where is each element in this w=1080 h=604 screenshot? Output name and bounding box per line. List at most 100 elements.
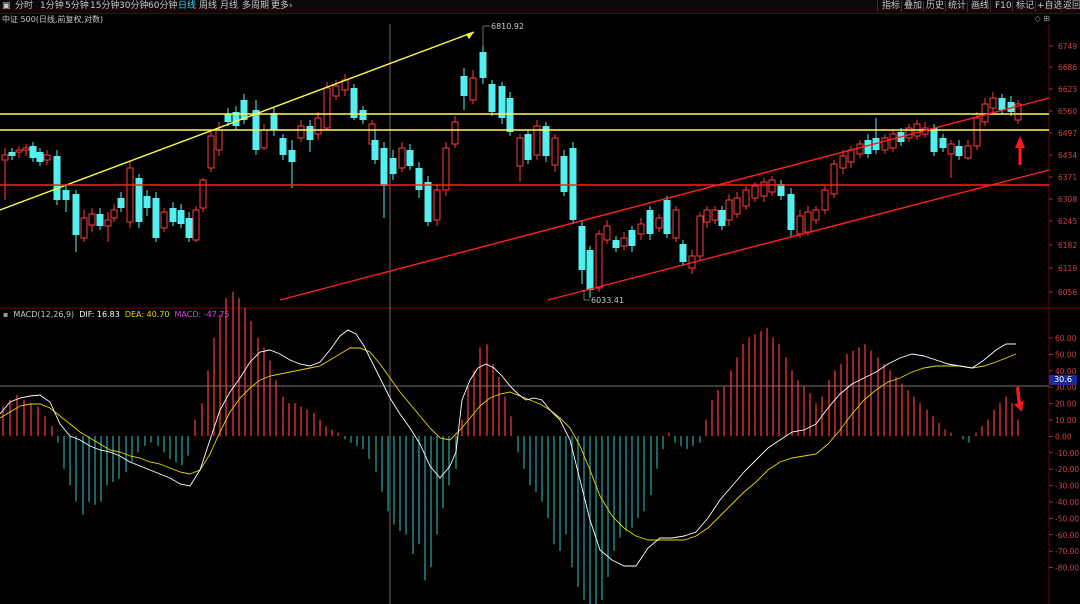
tab-1min[interactable]: 1分钟 bbox=[40, 1, 64, 11]
macd-bar bbox=[201, 403, 203, 436]
macd-bar bbox=[815, 403, 817, 436]
macd-bar bbox=[269, 360, 271, 436]
macd-bar bbox=[2, 406, 4, 436]
candle-body bbox=[796, 215, 804, 235]
kline-chart[interactable]: 6749 6686 6623 6560 6497 6434 6371 6308 6245 6182… bbox=[0, 14, 1080, 604]
macd-bar bbox=[778, 344, 780, 436]
candle-body bbox=[415, 168, 423, 190]
macd-bar bbox=[797, 380, 799, 436]
candle-body bbox=[628, 230, 636, 246]
candle-body bbox=[104, 219, 112, 227]
add-watchlist-button[interactable]: +自选 bbox=[1037, 1, 1063, 11]
candle-body bbox=[240, 100, 248, 120]
macd-bar bbox=[950, 432, 952, 436]
macd-bar bbox=[717, 390, 719, 436]
macd-bar bbox=[163, 436, 165, 453]
macd-bar bbox=[16, 395, 18, 436]
macd-bar bbox=[442, 436, 444, 509]
macd-bar bbox=[607, 436, 609, 578]
candle-body bbox=[1, 154, 9, 161]
mark-button[interactable]: 标记 bbox=[1016, 1, 1035, 11]
macd-bar bbox=[448, 436, 450, 486]
candle-body bbox=[306, 126, 314, 140]
panel-icon[interactable]: ▣ bbox=[2, 1, 11, 11]
tab-intraday[interactable]: 分时 bbox=[15, 1, 34, 11]
overlay-button[interactable]: 叠加 bbox=[904, 1, 923, 11]
draw-line-button[interactable]: 画线 bbox=[971, 1, 990, 11]
macd-bar bbox=[613, 436, 615, 551]
tab-weekly[interactable]: 周线 bbox=[199, 1, 218, 11]
macd-label: MACD(12,26,9) bbox=[13, 310, 75, 319]
macd-bar bbox=[275, 380, 277, 436]
candle-body bbox=[36, 152, 44, 162]
back-button[interactable]: 返回 bbox=[1063, 1, 1080, 11]
candle-body bbox=[812, 209, 820, 221]
macd-axis: 60.00 50.00 40.00 30.00 20.00 10.00 0.00 -10.00… bbox=[1049, 334, 1079, 573]
price-tick-label: 6056 bbox=[1058, 288, 1077, 297]
candle-body bbox=[260, 129, 268, 149]
more-arrow-icon[interactable]: › bbox=[289, 1, 293, 11]
tab-5min[interactable]: 5分钟 bbox=[65, 1, 89, 11]
tab-60min[interactable]: 60分钟 bbox=[148, 1, 178, 11]
macd-bar bbox=[306, 409, 308, 436]
macd-bar bbox=[772, 337, 774, 436]
macd-bar bbox=[650, 436, 652, 496]
candle-body bbox=[711, 209, 719, 221]
candle-body bbox=[270, 113, 278, 130]
macd-bar bbox=[711, 399, 713, 436]
macd-bar bbox=[565, 436, 567, 535]
tab-more[interactable]: 更多 bbox=[271, 1, 290, 11]
candle-body bbox=[751, 185, 759, 199]
candle-body bbox=[451, 121, 459, 145]
macd-bar bbox=[559, 436, 561, 551]
macd-bar bbox=[225, 298, 227, 436]
candle-body bbox=[433, 189, 441, 221]
macd-bar bbox=[907, 390, 909, 436]
macd-bar bbox=[846, 354, 848, 436]
macd-bar bbox=[207, 370, 209, 436]
macd-value: MACD: -47.75 bbox=[174, 310, 230, 319]
macd-bar bbox=[63, 436, 65, 469]
candle-body bbox=[398, 147, 406, 169]
candle-body bbox=[279, 138, 287, 155]
macd-bar bbox=[852, 350, 854, 436]
macd-bar bbox=[858, 347, 860, 436]
candle-body bbox=[655, 217, 663, 229]
history-button[interactable]: 历史 bbox=[926, 1, 945, 11]
dif-value: DIF: 16.83 bbox=[79, 310, 120, 319]
up-arrow-icon bbox=[1015, 136, 1025, 165]
tab-30min[interactable]: 30分钟 bbox=[119, 1, 149, 11]
macd-bar bbox=[300, 406, 302, 436]
panel-options-icon[interactable]: ◇ ⊞ bbox=[1034, 14, 1050, 23]
tab-multi-period[interactable]: 多周期 bbox=[242, 1, 270, 11]
candle-body bbox=[804, 211, 812, 233]
candle-body bbox=[488, 84, 496, 112]
macd-bar bbox=[870, 350, 872, 436]
macd-bar bbox=[44, 416, 46, 436]
candle-body bbox=[947, 143, 955, 155]
candle-body bbox=[569, 148, 577, 220]
tab-daily[interactable]: 日线 bbox=[178, 1, 197, 11]
macd-bar bbox=[405, 436, 407, 535]
macd-bar bbox=[362, 436, 364, 450]
candle-body bbox=[839, 155, 847, 169]
statistics-button[interactable]: 统计 bbox=[948, 1, 967, 11]
candle-body bbox=[847, 149, 855, 163]
tab-15min[interactable]: 15分钟 bbox=[90, 1, 120, 11]
macd-bar bbox=[319, 419, 321, 436]
macd-bar bbox=[662, 436, 664, 450]
candle-body bbox=[185, 218, 193, 238]
macd-indicator-icon[interactable]: ▪ bbox=[3, 310, 9, 319]
f10-button[interactable]: F10 bbox=[995, 1, 1012, 11]
indicator-button[interactable]: 指标 bbox=[882, 1, 901, 11]
candle-body bbox=[389, 158, 397, 174]
candle-body bbox=[380, 148, 388, 186]
tab-monthly[interactable]: 月线 bbox=[220, 1, 239, 11]
macd-bar bbox=[571, 436, 573, 568]
candle-body bbox=[207, 135, 215, 169]
candle-body bbox=[192, 209, 200, 241]
candle-body bbox=[955, 146, 963, 156]
candle-body bbox=[506, 98, 514, 132]
candle-body bbox=[742, 189, 750, 207]
candle-body bbox=[22, 147, 30, 151]
